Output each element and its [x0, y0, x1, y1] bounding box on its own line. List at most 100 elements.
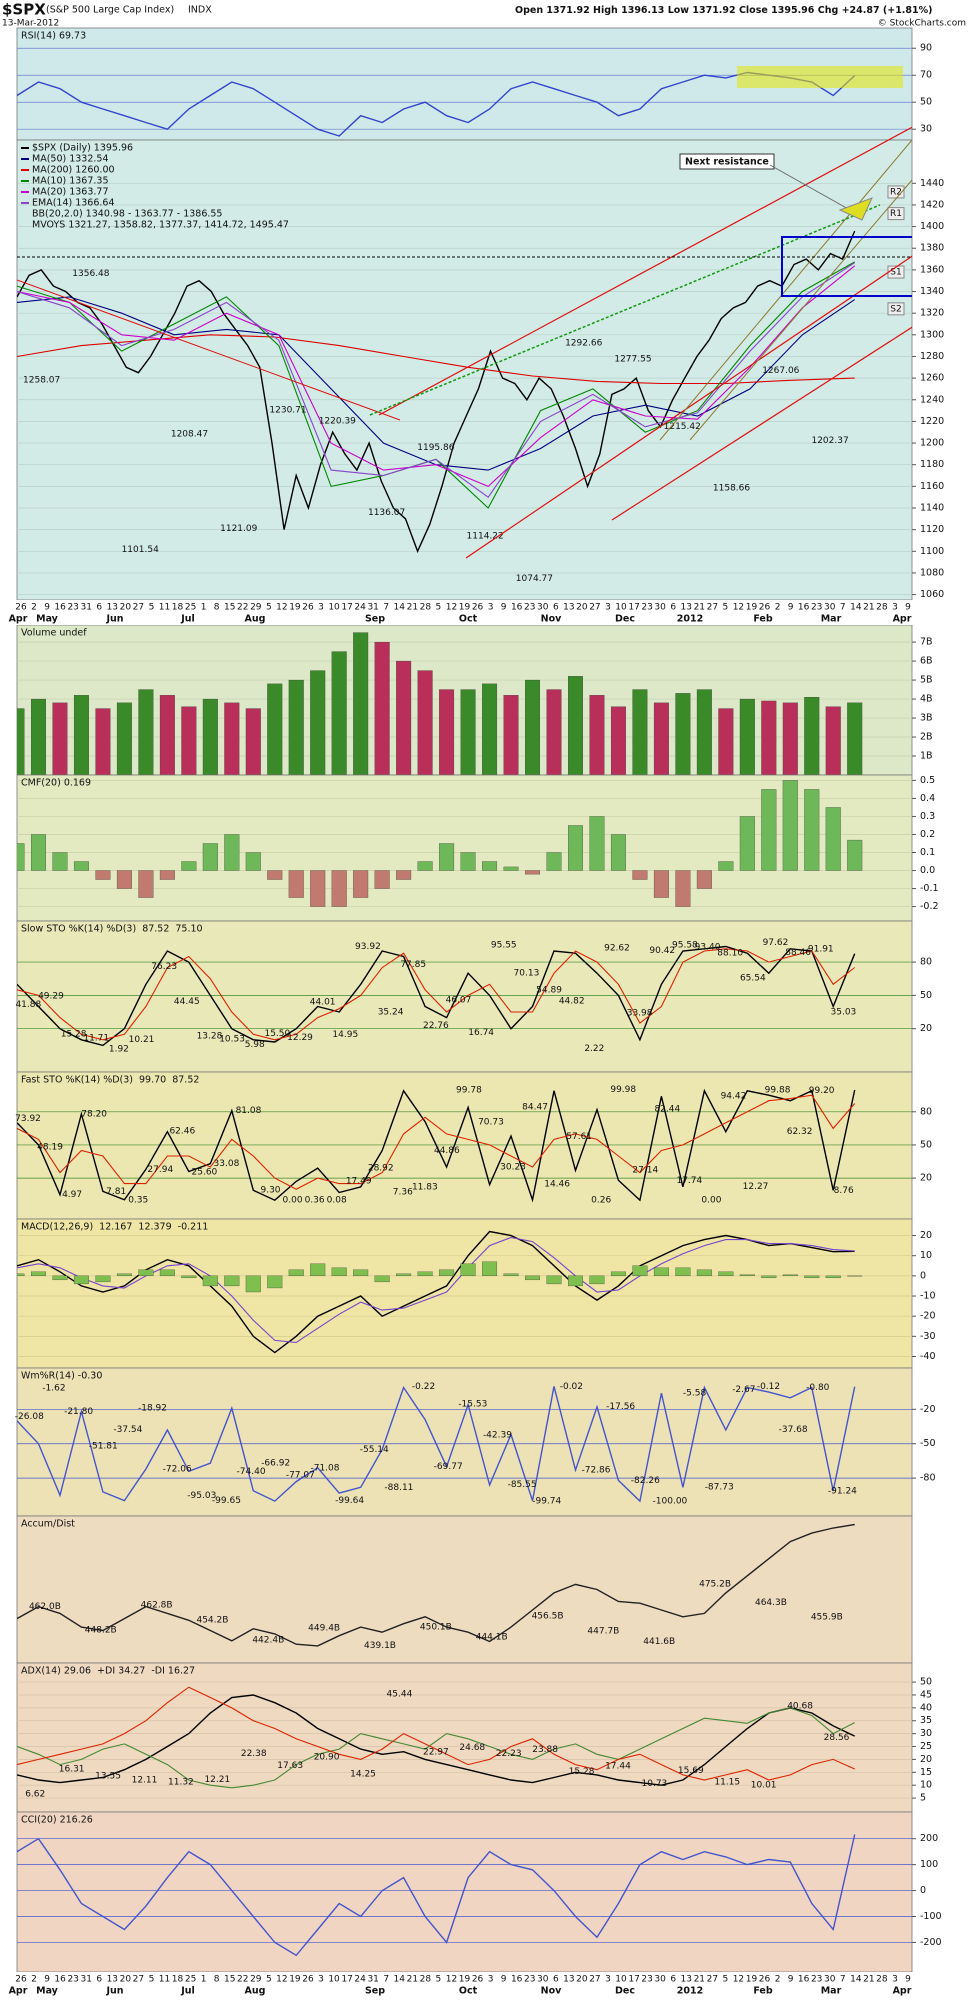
- panel: -200 -100 0 100 200 CCI(20) 216.26: [16, 1811, 942, 1973]
- series-line: [17, 262, 856, 498]
- bar: [181, 1275, 197, 1279]
- x-tick-label: 6: [553, 603, 559, 613]
- bar: [718, 1271, 734, 1277]
- date: 13-Mar-2012: [2, 19, 59, 29]
- data-label: 84.47: [522, 1102, 548, 1112]
- bar: [138, 870, 154, 898]
- x-tick-label: 5: [723, 1975, 729, 1985]
- series-line: [17, 1385, 856, 1503]
- bar: [589, 1275, 605, 1285]
- data-label: 28.92: [368, 1164, 394, 1174]
- data-label: 11.71: [83, 1033, 109, 1043]
- data-label: 49.29: [38, 992, 64, 1002]
- data-label: -91.24: [828, 1487, 857, 1497]
- bar: [353, 632, 369, 775]
- bar: [417, 670, 433, 775]
- data-label: 0.26: [591, 1195, 611, 1205]
- bar: [804, 1275, 820, 1279]
- data-label: 7.36: [393, 1188, 413, 1198]
- legend-label: -0.211: [178, 1222, 209, 1233]
- data-label: 0.36: [305, 1195, 325, 1205]
- data-label: 65.54: [740, 974, 766, 984]
- data-label: 14.46: [544, 1180, 570, 1190]
- legend-label: 75.10: [175, 924, 202, 935]
- legend-label: CCI(20) 216.26: [21, 1815, 93, 1826]
- data-label: 99.88: [765, 1085, 791, 1095]
- x-tick-label: 30: [654, 603, 666, 613]
- x-tick-label: 12: [276, 603, 287, 613]
- series-line: [17, 1707, 855, 1789]
- x-tick-label: 12: [446, 603, 457, 613]
- x-tick-label: 26: [302, 603, 314, 613]
- data-label: 1074.77: [516, 574, 553, 584]
- bar: [396, 660, 412, 775]
- data-label: -69.77: [434, 1462, 463, 1472]
- bar: [159, 1269, 175, 1277]
- x-tick-label: 23: [524, 1975, 535, 1985]
- data-label: 475.2B: [699, 1580, 731, 1590]
- bar: [460, 689, 476, 775]
- trend-line: [465, 255, 912, 559]
- bar: [610, 706, 626, 775]
- bar: [653, 1267, 669, 1277]
- data-label: 23.88: [532, 1745, 558, 1755]
- y-tick-label: -100: [920, 1911, 942, 1922]
- bar: [331, 870, 347, 907]
- x-tick-label: 18: [172, 603, 184, 613]
- x-tick-label: 23: [811, 603, 822, 613]
- x-tick-label: 1: [201, 603, 207, 613]
- x-tick-label: 26: [15, 603, 27, 613]
- panel-background: [16, 1367, 913, 1517]
- data-label: 441.6B: [643, 1637, 675, 1647]
- x-tick-label: 19: [289, 1975, 301, 1985]
- y-tick-label: 200: [920, 1833, 938, 1844]
- bar: [417, 861, 433, 871]
- x-tick-label: 6: [96, 603, 102, 613]
- data-label: 464.3B: [755, 1598, 787, 1608]
- x-tick-label: 24: [354, 603, 366, 613]
- data-label: 78.20: [81, 1109, 107, 1119]
- bar: [675, 870, 691, 907]
- y-tick-label: 50: [920, 97, 932, 108]
- data-label: 1101.54: [122, 545, 159, 555]
- trend-lines: [17, 66, 912, 559]
- panel: 20 50 80 73.92 48.19 4.97 78.20 7.810.35 27.94 62…: [15, 1071, 932, 1220]
- data-label: 35.03: [831, 1008, 857, 1018]
- x-tick-label: 19: [289, 603, 301, 613]
- x-tick-label: 5: [436, 1975, 442, 1985]
- x-tick-label: 16: [511, 1975, 523, 1985]
- data-label: 10.01: [751, 1781, 777, 1791]
- bar: [482, 861, 498, 871]
- highlight-box: [781, 236, 912, 297]
- panel-background: [16, 920, 913, 1073]
- trend-line: [611, 326, 912, 521]
- panel: -0.2 -0.1 0.0 0.1 0.2 0.3 0.4 0.5 CMF(20) 0.169: [16, 774, 939, 922]
- data-label: 22.76: [423, 1021, 449, 1031]
- x-tick-label: 15: [224, 603, 235, 613]
- y-tick-label: 5: [920, 1793, 926, 1804]
- pivot-label: S1: [890, 268, 901, 278]
- x-tick-label: 31: [367, 1975, 378, 1985]
- legend-label: Accum/Dist: [21, 1519, 75, 1530]
- x-tick-label: 2: [31, 603, 37, 613]
- data-label: 97.62: [763, 938, 789, 948]
- trend-line: [689, 179, 912, 441]
- data-label: -55.14: [360, 1445, 389, 1455]
- data-label: 28.56: [824, 1733, 850, 1743]
- y-tick-label: 45: [920, 1689, 932, 1700]
- y-tick-label: 70: [920, 70, 932, 81]
- panel: 462.0B 448.2B 462.8B 454.2B 442.4B 449.4B 439.…: [16, 1515, 913, 1664]
- data-label: 462.0B: [29, 1602, 61, 1612]
- x-month-label: Nov: [541, 614, 562, 625]
- x-tick-label: 26: [15, 1975, 27, 1985]
- bar: [17, 1273, 25, 1277]
- bar: [95, 1275, 111, 1283]
- legend-label: EMA(14) 1366.64: [32, 198, 115, 209]
- axis-background: [0, 1972, 970, 2004]
- bar: [696, 1269, 712, 1277]
- y-tick-label: 0.2: [920, 829, 935, 840]
- x-month-label: 2012: [677, 614, 703, 625]
- data-label: 95.55: [491, 940, 517, 950]
- bar: [546, 1275, 562, 1285]
- y-tick-label: 30: [920, 1728, 932, 1739]
